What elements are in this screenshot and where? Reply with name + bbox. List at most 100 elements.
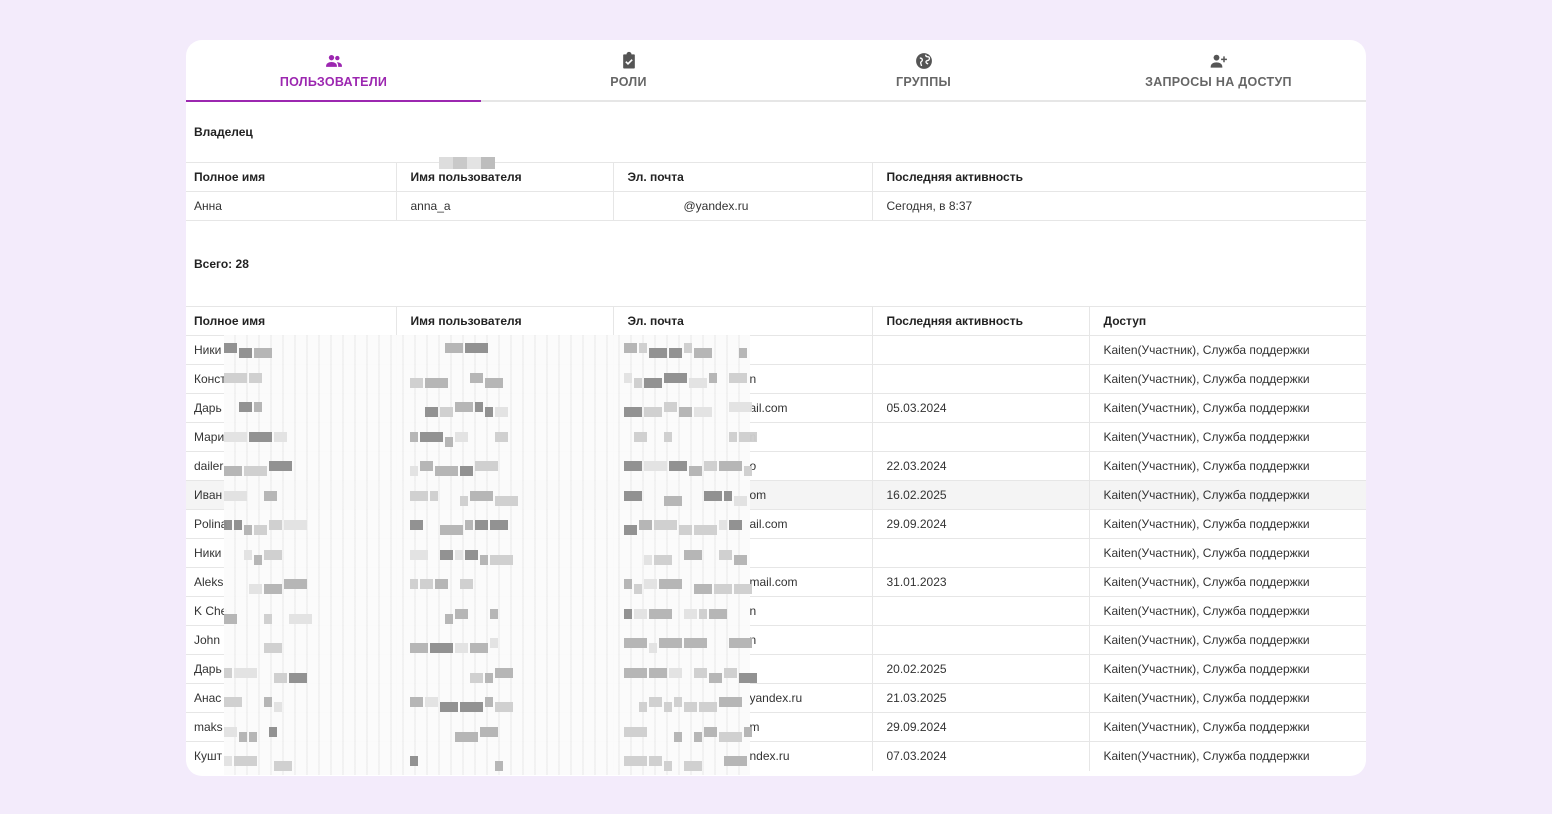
user-access: Kaiten(Участник), Служба поддержки	[1089, 654, 1366, 684]
column-header: Имя пользователя	[396, 162, 614, 192]
redaction-pixel	[495, 702, 513, 712]
redaction-pixel	[239, 402, 252, 412]
owner-email: @yandex.ru	[683, 199, 749, 213]
user-last-activity: 29.09.2024	[872, 712, 1090, 742]
redaction-pixel	[234, 667, 257, 678]
user-access: Kaiten(Участник), Служба поддержки	[1089, 480, 1366, 510]
redaction-pixel	[455, 643, 468, 653]
redaction-pixel	[420, 579, 433, 589]
redaction-pixel	[664, 702, 672, 712]
user-access: Kaiten(Участник), Служба поддержки	[1089, 422, 1366, 452]
redaction-pixel	[460, 579, 473, 589]
redaction-pixel	[284, 520, 307, 530]
user-access: Kaiten(Участник), Служба поддержки	[1089, 741, 1366, 771]
redaction-pixel	[410, 549, 428, 560]
tab-label: РОЛИ	[610, 75, 647, 89]
redaction-pixel	[684, 638, 707, 648]
redaction-pixel	[445, 436, 453, 447]
redaction-pixel	[719, 549, 732, 560]
redaction-pixel	[289, 613, 312, 624]
user-access: Kaiten(Участник), Служба поддержки	[1089, 625, 1366, 655]
redaction-pixel	[455, 731, 478, 742]
redaction-pixel	[249, 372, 262, 383]
redaction-pixel	[709, 672, 722, 683]
column-header: Последняя активность	[872, 162, 1366, 192]
user-last-activity: 20.02.2025	[872, 654, 1090, 684]
redaction-pixel	[239, 348, 252, 358]
redaction-pixel	[709, 372, 717, 383]
user-access: Kaiten(Участник), Служба поддержки	[1089, 335, 1366, 365]
owner-full-name: Анна	[186, 191, 397, 221]
redaction-pixel	[644, 461, 667, 471]
redaction-pixel	[624, 372, 632, 383]
redaction-pixel	[679, 407, 692, 417]
redaction-pixel	[639, 702, 647, 712]
redaction-pixel	[624, 638, 647, 648]
redaction-pixel	[694, 348, 712, 358]
redaction-pixel	[249, 431, 272, 442]
user-last-activity: 21.03.2025	[872, 683, 1090, 713]
redaction-pixel	[470, 490, 493, 501]
user-last-activity	[872, 364, 1090, 394]
column-header: Имя пользователя	[396, 306, 614, 336]
redaction-pixel	[729, 402, 752, 412]
redaction-pixel	[274, 702, 282, 712]
redaction-pixel	[465, 520, 473, 530]
redaction-pixel	[430, 643, 453, 653]
redaction-pixel	[264, 697, 272, 707]
redaction-pixel	[659, 638, 682, 648]
redaction-pixel	[224, 372, 247, 383]
tab-groups[interactable]: ГРУППЫ	[776, 40, 1071, 100]
redaction-pixel	[470, 372, 483, 383]
redaction-pixel	[490, 608, 498, 619]
tab-users[interactable]: ПОЛЬЗОВАТЕЛИ	[186, 40, 481, 102]
owner-section-header: Владелец	[186, 102, 1366, 162]
tab-access-requests[interactable]: ЗАПРОСЫ НА ДОСТУП	[1071, 40, 1366, 100]
redaction-pixel	[679, 525, 692, 535]
redaction-pixel	[734, 554, 747, 565]
owner-row[interactable]: Анна anna_a @yandex.ru Сегодня, в 8:37	[186, 191, 1366, 221]
redaction-pixel	[470, 643, 488, 653]
redaction-pixel	[644, 579, 657, 589]
redaction-pixel	[649, 697, 662, 707]
redaction-pixel	[664, 431, 672, 442]
redaction-pixel	[624, 756, 647, 766]
user-last-activity: 05.03.2024	[872, 393, 1090, 423]
redaction-pixel	[440, 702, 458, 712]
owner-header-row: Полное имя Имя пользователя Эл. почта По…	[186, 162, 1366, 192]
redaction-pixel	[694, 731, 702, 742]
redaction-pixel	[704, 490, 722, 501]
redaction-pixel	[674, 731, 682, 742]
redaction-pixel	[425, 697, 438, 707]
redaction-pixel	[480, 554, 488, 565]
redaction-pixel	[455, 549, 463, 560]
redaction-pixel	[224, 726, 237, 737]
redaction-pixel	[460, 702, 483, 712]
redaction-pixel	[264, 490, 277, 501]
redaction-pixel	[744, 726, 752, 737]
user-last-activity	[872, 422, 1090, 452]
redaction-pixel	[704, 726, 717, 737]
redaction-pixel	[254, 348, 272, 358]
redaction-pixel	[634, 377, 642, 388]
redaction-pixel	[475, 520, 488, 530]
redaction-pixel	[455, 608, 468, 619]
redaction-pixel	[264, 613, 272, 624]
redaction-pixel	[699, 608, 707, 619]
redaction-pixel	[249, 584, 262, 594]
redaction-pixel	[624, 407, 642, 417]
redaction-pixel	[244, 525, 252, 535]
group-icon	[325, 55, 342, 67]
redaction-pixel	[410, 579, 418, 589]
tab-roles[interactable]: РОЛИ	[481, 40, 776, 100]
redaction-pixel	[465, 343, 488, 353]
redaction-pixel	[410, 466, 418, 476]
redaction-pixel	[234, 520, 242, 530]
users-total-label: Всего: 28	[194, 256, 249, 271]
redaction-pixel	[460, 495, 468, 506]
redaction-pixel	[659, 579, 682, 589]
person-add-icon	[1210, 54, 1227, 68]
redaction-pixel	[724, 756, 747, 766]
owner-email-cell: @yandex.ru	[613, 191, 873, 221]
redaction-pixel	[724, 667, 737, 678]
